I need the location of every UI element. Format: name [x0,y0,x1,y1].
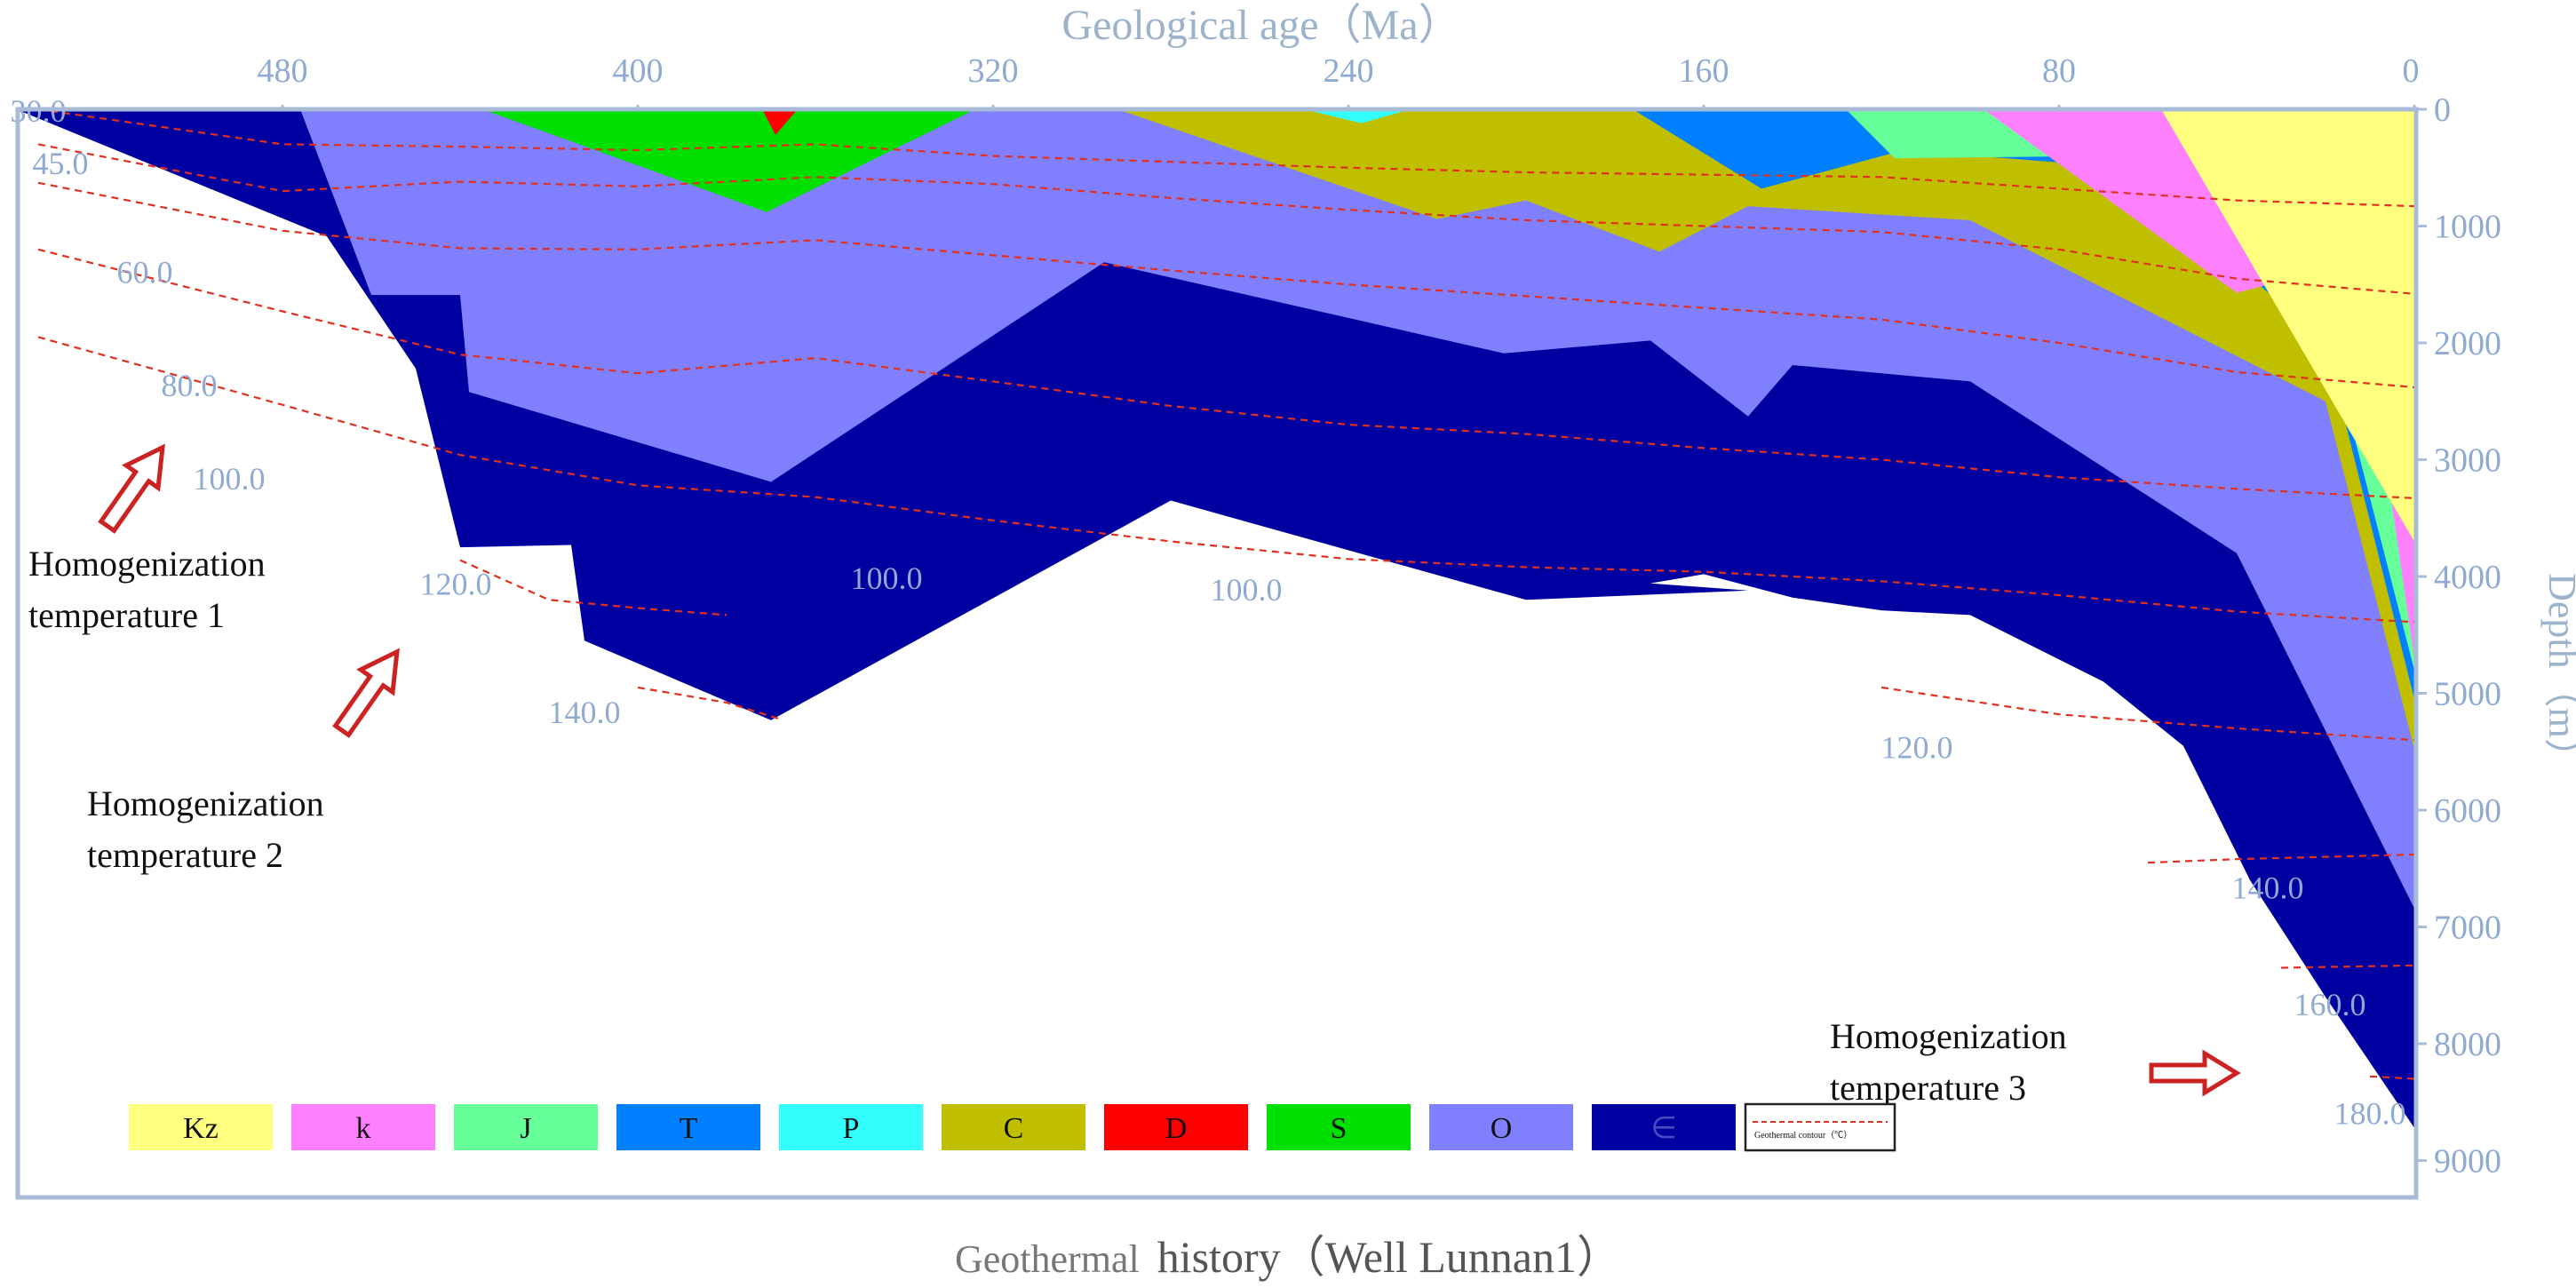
caption-part2: history（Well Lunnan1） [1157,1232,1621,1282]
isotherm-3 [37,248,2415,499]
legend-label-T: T [680,1112,698,1145]
arrow-1-icon [98,443,165,534]
legend-label-Kz: Kz [183,1112,219,1145]
annotation-1-line2: temperature 1 [28,595,225,635]
legend-label-S: S [1331,1112,1348,1145]
layer-S [482,109,975,212]
legend-label-P: P [843,1112,860,1145]
layer-C [1117,109,2414,750]
annotation-2-line1: Homogenization [87,783,324,823]
y-tick-label-7: 7000 [2434,910,2501,947]
isotherm-label-7: 100.0 [851,561,923,596]
legend-swatch-S [1267,1104,1411,1150]
isotherm-label-9: 120.0 [1881,730,1953,766]
legend-isotherm-box [1744,1102,1896,1152]
legend-swatch-Cm [1592,1104,1736,1150]
legend-label-Cm: ∈ [1650,1112,1677,1145]
x-tick-label-1: 400 [613,52,664,90]
x-tick-label-5: 80 [2042,52,2076,90]
legend-swatch-J [454,1104,598,1150]
annotation-1: Homogenization temperature 1 [28,544,266,635]
isotherm-label-4: 100.0 [194,461,266,497]
chart-title: Geological age（Ma） [1061,2,1460,49]
x-axis-ticks: 480 400 320 240 160 80 0 [258,52,2420,109]
legend-label-J: J [520,1112,531,1145]
y-tick-label-4: 4000 [2434,559,2501,596]
isotherm-9 [2280,964,2415,969]
y-tick-label-3: 3000 [2434,442,2501,480]
isotherm-7 [1880,686,2415,742]
geothermal-contours [37,107,2415,1080]
annotation-3-line2: temperature 3 [1830,1068,2026,1108]
isotherm-label-2: 60.0 [117,255,173,290]
layer-Kz [2161,109,2414,542]
y-axis-label: Depth（m） [2540,573,2576,777]
isotherm-label-8: 100.0 [1211,572,1283,608]
layer-O [300,109,2414,909]
isotherm-8 [2147,853,2415,864]
legend-swatch-C [942,1104,1085,1150]
legend-label-k: k [356,1112,371,1145]
legend-label-D: D [1165,1112,1188,1145]
isotherm-label-12: 180.0 [2334,1095,2406,1131]
legend-swatch-T [616,1104,760,1150]
arrow-2-icon [332,648,400,738]
isotherm-label-6: 140.0 [549,695,621,730]
layer-P [1304,109,1411,123]
y-tick-label-1: 1000 [2434,209,2501,246]
y-tick-label-5: 5000 [2434,676,2501,713]
x-tick-label-3: 240 [1324,52,1374,90]
legend: Kz k J T P C D S O ∈ Geothermal contour（℃） [129,1102,1896,1152]
y-tick-label-9: 9000 [2434,1143,2501,1181]
annotation-3: Homogenization temperature 3 [1830,1016,2067,1108]
y-tick-label-8: 8000 [2434,1026,2501,1063]
legend-swatch-D [1104,1104,1248,1150]
isotherm-4 [37,336,2415,624]
isotherm-label-10: 140.0 [2232,871,2304,906]
annotation-3-line1: Homogenization [1830,1016,2067,1056]
isotherm-label-1: 45.0 [33,146,89,181]
y-tick-label-2: 2000 [2434,325,2501,362]
legend-label-C: C [1004,1112,1024,1145]
legend-swatch-k [291,1104,435,1150]
isotherm-5 [459,559,727,616]
x-tick-label-0: 480 [258,52,308,90]
isotherm-label-11: 160.0 [2294,987,2366,1022]
legend-swatch-Kz [129,1104,273,1150]
plot-frame [15,107,2419,1200]
isotherm-label-3: 80.0 [162,368,218,403]
legend-swatch-P [779,1104,923,1150]
legend-swatch-O [1429,1104,1573,1150]
y-axis-ticks: 0 1000 2000 3000 4000 5000 6000 7000 8000 9000 [2416,91,2501,1181]
x-tick-label-2: 320 [968,52,1019,90]
annotation-1-line1: Homogenization [28,544,266,584]
caption-part1: Geothermal [955,1237,1140,1281]
stratigraphic-layers [18,109,2414,1128]
isotherm-label-5: 120.0 [420,567,492,602]
annotation-2-line2: temperature 2 [87,835,283,875]
legend-label-O: O [1491,1112,1513,1145]
y-tick-label-6: 6000 [2434,792,2501,830]
x-tick-label-6: 0 [2403,52,2420,90]
isotherm-0 [37,107,2415,208]
isotherm-6 [637,686,781,720]
arrow-3-icon [2149,1049,2241,1097]
y-tick-label-0: 0 [2434,91,2451,129]
layer-D [762,109,798,135]
legend-isotherm-label: Geothermal contour（℃） [1754,1130,1852,1141]
x-tick-label-4: 160 [1679,52,1729,90]
annotation-2: Homogenization temperature 2 [87,783,324,875]
caption: Geothermal history（Well Lunnan1） [955,1232,1621,1282]
